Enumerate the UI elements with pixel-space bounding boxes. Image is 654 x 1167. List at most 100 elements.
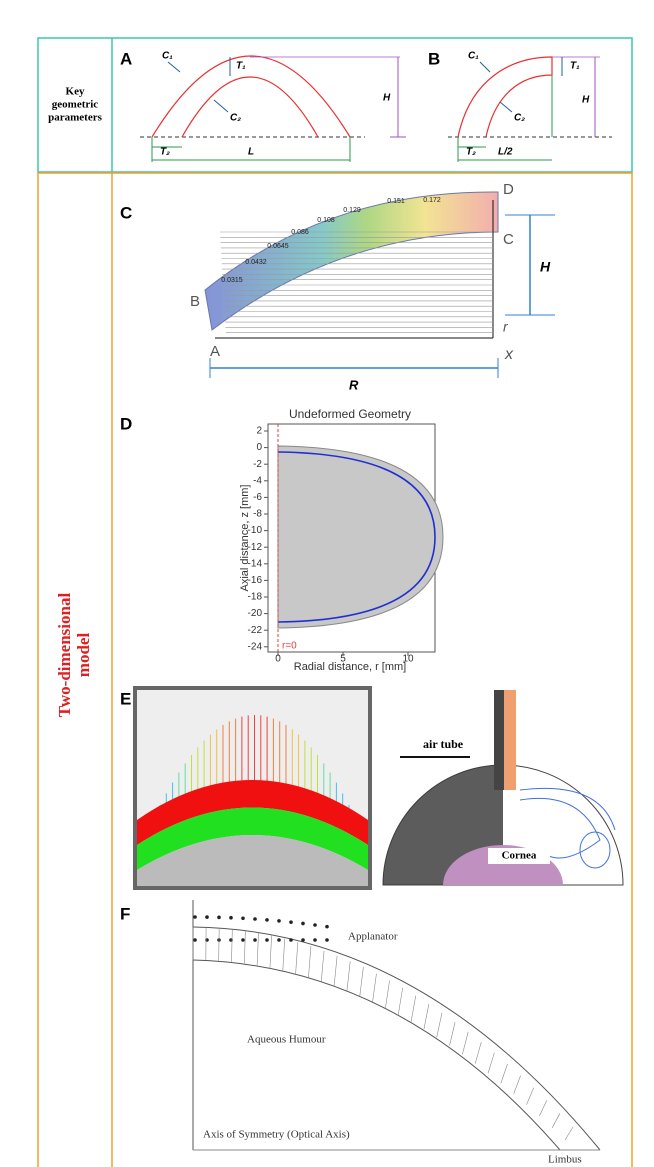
mesh-line — [423, 1003, 430, 1030]
mesh-line — [564, 1126, 574, 1141]
row-label: model — [74, 633, 93, 678]
node — [253, 938, 257, 942]
point-label: A — [210, 343, 220, 360]
geometry — [277, 445, 444, 629]
mesh-line — [320, 950, 325, 982]
y-tick-label: -4 — [253, 475, 262, 486]
label: T₁ — [236, 61, 246, 72]
label: Applanator — [348, 931, 398, 943]
mesh-line — [385, 980, 390, 1009]
panel-b — [448, 56, 612, 162]
node — [241, 916, 245, 921]
node — [253, 917, 257, 921]
node — [265, 918, 269, 922]
y-tick-label: -6 — [253, 492, 262, 503]
x-axis-label: Radial distance, r [mm] — [294, 661, 406, 673]
mesh-line — [282, 938, 286, 971]
node — [313, 938, 317, 942]
point-label: D — [503, 181, 514, 198]
mesh-line — [256, 932, 259, 966]
node — [217, 915, 221, 920]
value-label: 0.086 — [291, 229, 309, 236]
node — [325, 938, 329, 942]
label: L — [248, 147, 254, 158]
panel-c — [204, 191, 555, 378]
mesh-line — [462, 1031, 469, 1055]
node — [289, 938, 293, 942]
label: air tube — [423, 737, 464, 751]
row-frame — [37, 172, 633, 1167]
mesh-line — [244, 930, 246, 964]
mesh-line — [551, 1113, 561, 1128]
node — [301, 921, 305, 926]
mesh-line — [231, 929, 233, 962]
mesh-line — [487, 1052, 495, 1074]
node — [325, 924, 329, 929]
mesh-line — [436, 1012, 443, 1038]
label: Limbus — [548, 1154, 582, 1166]
node — [301, 938, 305, 942]
mesh-line — [410, 995, 417, 1022]
y-tick-label: -24 — [248, 641, 263, 652]
label: L/2 — [498, 147, 513, 158]
panel-letter: C — [120, 203, 132, 222]
y-tick-label: -2 — [253, 459, 262, 470]
mesh-line — [539, 1100, 548, 1117]
panel-letter: B — [428, 49, 440, 68]
mesh-line — [218, 927, 220, 961]
panel-a — [140, 55, 406, 162]
y-tick-label: -20 — [248, 608, 263, 619]
x-tick-label: 0 — [275, 654, 281, 665]
y-tick-label: -10 — [248, 525, 263, 536]
value-label: 0.129 — [343, 207, 361, 214]
node — [277, 938, 281, 942]
boundary — [277, 451, 436, 623]
node — [277, 919, 281, 923]
mesh-line — [372, 973, 377, 1002]
y-tick-label: -18 — [248, 592, 263, 603]
label: T₂ — [466, 147, 476, 158]
y-axis-label: Axial distance, z [mm] — [239, 485, 251, 592]
label: H — [540, 259, 551, 275]
node — [241, 938, 245, 942]
panel-f — [192, 900, 601, 1151]
label: C₂ — [514, 113, 525, 124]
label: C₁ — [162, 51, 173, 62]
label: x — [504, 346, 514, 363]
node — [313, 923, 317, 927]
panel-letter: D — [120, 414, 132, 433]
label: Cornea — [502, 850, 537, 862]
mesh-line — [474, 1042, 482, 1064]
mesh-line — [346, 961, 351, 991]
value-label: 0.0432 — [245, 259, 267, 266]
y-tick-label: -16 — [248, 575, 263, 586]
label: H — [582, 95, 590, 106]
label: T₂ — [160, 147, 170, 158]
point-label: B — [190, 293, 200, 310]
y-tick-label: -22 — [248, 625, 263, 636]
point-label: C — [503, 231, 514, 248]
value-label: 0.151 — [387, 198, 405, 205]
mesh-line — [269, 935, 272, 968]
value-label: 0.0315 — [221, 277, 243, 284]
panel-letter: E — [120, 689, 131, 708]
node — [229, 915, 233, 920]
panel-letter: F — [120, 904, 130, 923]
x-tick-label: 5 — [340, 654, 346, 665]
label: T₁ — [570, 61, 580, 72]
y-tick-label: -12 — [248, 542, 263, 553]
node — [289, 920, 293, 924]
mesh-line — [526, 1087, 534, 1105]
panel-letter: A — [120, 49, 132, 68]
panel-e — [133, 686, 628, 890]
value-label: 0.108 — [317, 217, 335, 224]
y-tick-label: 2 — [256, 426, 262, 437]
node — [193, 938, 197, 942]
axis-label: r=0 — [282, 641, 297, 652]
x-tick-label: 10 — [402, 654, 414, 665]
label: Aqueous Humour — [247, 1034, 326, 1046]
label: R — [349, 377, 359, 392]
row-label: geometric — [52, 99, 99, 111]
y-tick-label: 0 — [256, 442, 262, 453]
